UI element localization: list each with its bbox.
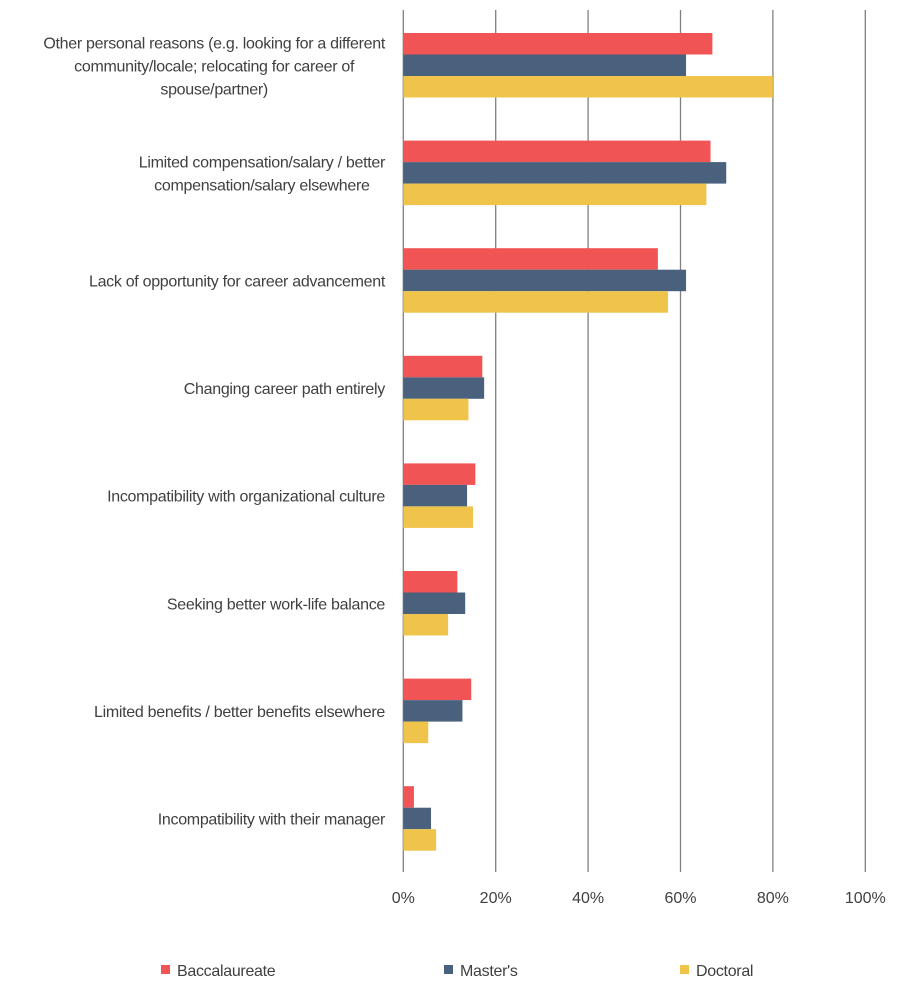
x-tick-labels: 0% 20% 40% 60% 80% 100% <box>392 890 886 907</box>
bar-doctoral <box>403 614 449 636</box>
bar-doctoral <box>403 291 669 313</box>
bar-baccalaureate <box>403 355 483 378</box>
x-tick-label: 80% <box>757 890 789 907</box>
category-label-line: Limited benefits / better benefits elsew… <box>94 704 385 721</box>
category-label-line: Limited compensation/salary / better <box>139 154 386 171</box>
bar-master-s <box>403 484 468 507</box>
bar-doctoral <box>403 76 773 98</box>
category-label: Changing career path entirely <box>184 381 386 398</box>
legend-swatch <box>680 965 689 974</box>
category-label-line: Other personal reasons (e.g. looking for… <box>43 35 385 52</box>
bar-master-s <box>403 54 687 76</box>
bar-master-s <box>403 269 687 292</box>
bar-master-s <box>403 807 432 830</box>
bar-doctoral <box>403 721 429 744</box>
bar-baccalaureate <box>403 571 458 593</box>
legend-label: Master's <box>460 963 518 980</box>
legend-swatch <box>444 965 453 974</box>
x-tick-label: 40% <box>572 890 604 907</box>
bar-master-s <box>403 700 463 722</box>
category-label: Limited benefits / better benefits elsew… <box>94 704 386 721</box>
category-label: Limited compensation/salary / better comp… <box>139 154 386 194</box>
x-tick-label: 0% <box>392 890 415 907</box>
bar-baccalaureate <box>403 248 658 270</box>
x-tick-label: 20% <box>480 890 512 907</box>
bar-baccalaureate <box>403 33 713 55</box>
bar-baccalaureate <box>403 786 414 808</box>
legend: Baccalaureate Master's Doctoral <box>161 963 753 980</box>
legend-item: Baccalaureate <box>161 963 276 980</box>
bars <box>403 33 773 851</box>
category-label: Other personal reasons (e.g. looking for… <box>43 35 386 98</box>
bar-baccalaureate <box>403 678 472 701</box>
category-label-line: community/locale; relocating for career … <box>74 58 355 75</box>
bar-baccalaureate <box>403 463 476 485</box>
bar-doctoral <box>403 829 437 851</box>
category-label: Seeking better work-life balance <box>167 596 386 613</box>
bar-doctoral <box>403 506 474 528</box>
bar-doctoral <box>403 398 469 421</box>
legend-label: Doctoral <box>696 963 753 980</box>
bar-master-s <box>403 162 727 184</box>
category-label-line: Incompatibility with their manager <box>158 811 386 828</box>
bar-master-s <box>403 592 466 614</box>
category-label: Incompatibility with their manager <box>158 811 387 828</box>
category-label-line: Changing career path entirely <box>184 381 386 398</box>
category-label: Lack of opportunity for career advanceme… <box>89 273 386 290</box>
category-label-line: spouse/partner) <box>160 81 268 98</box>
bar-master-s <box>403 377 485 399</box>
legend-label: Baccalaureate <box>177 963 276 980</box>
category-label: Incompatibility with organizational cult… <box>107 489 386 506</box>
x-tick-label: 60% <box>664 890 696 907</box>
legend-item: Master's <box>444 963 518 980</box>
category-label-line: Seeking better work-life balance <box>167 596 385 613</box>
category-label-line: compensation/salary elsewhere <box>154 177 370 194</box>
category-labels: Other personal reasons (e.g. looking for… <box>43 35 386 828</box>
category-label-line: Lack of opportunity for career advanceme… <box>89 273 386 290</box>
bar-baccalaureate <box>403 140 711 163</box>
legend-swatch <box>161 965 170 974</box>
bar-doctoral <box>403 183 707 206</box>
legend-item: Doctoral <box>680 963 753 980</box>
x-tick-label: 100% <box>845 890 886 907</box>
gridlines <box>402 10 866 872</box>
category-label-line: Incompatibility with organizational cult… <box>107 489 385 506</box>
